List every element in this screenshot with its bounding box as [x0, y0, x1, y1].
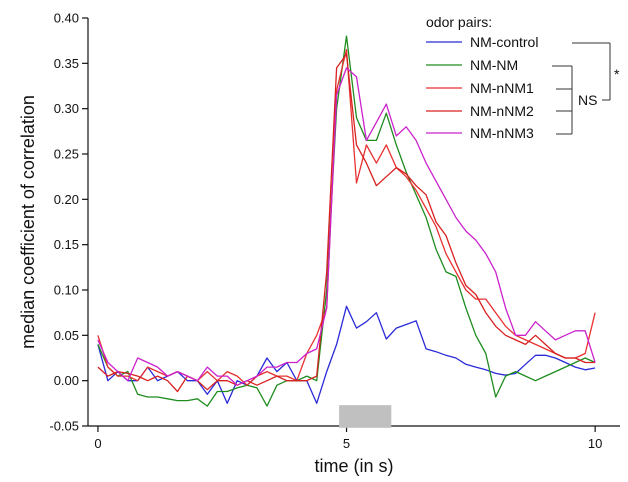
legend-title: odor pairs: — [426, 14, 492, 30]
x-tick-label: 5 — [343, 436, 350, 451]
y-tick-label: 0.10 — [54, 283, 79, 298]
y-tick-label: 0.40 — [54, 11, 79, 26]
y-tick-label: 0.15 — [54, 237, 79, 252]
series-line-nm-nnm3 — [97, 67, 596, 386]
stimulus-bar-group — [339, 405, 392, 428]
legend-entry-nm-nnm3: NM-nNM3 — [470, 125, 534, 141]
x-axis-label: time (in s) — [314, 456, 393, 476]
stimulus-bar — [339, 405, 392, 428]
y-tick-label: 0.05 — [54, 328, 79, 343]
y-tick-label: -0.05 — [49, 419, 79, 434]
significance-star: * — [614, 66, 620, 82]
y-axis-label: median coefficient of correlation — [18, 95, 38, 349]
legend-entry-nm-nm: NM-NM — [470, 57, 518, 73]
series-line-nm-control — [97, 305, 596, 404]
x-tick-label: 10 — [588, 436, 602, 451]
y-tick-label: 0.20 — [54, 192, 79, 207]
series-line-nm-nm — [97, 35, 596, 407]
legend-entry-nm-nnm2: NM-nNM2 — [470, 103, 534, 119]
y-tick-label: 0.00 — [54, 373, 79, 388]
ns-label: NS — [578, 92, 597, 108]
legend-entry-nm-control: NM-control — [470, 34, 538, 50]
axes: -0.05 0.00 0.05 0.10 0.15 0.20 0.25 0.30 0.35 0.4… — [49, 11, 620, 451]
y-tick-label: 0.30 — [54, 101, 79, 116]
legend-entry-nm-nnm1: NM-nNM1 — [470, 80, 534, 96]
series-lines — [97, 35, 596, 407]
series-line-nm-nnm2 — [97, 53, 596, 393]
y-tick-label: 0.35 — [54, 56, 79, 71]
legend: odor pairs: NM-control NM-NM NM-nNM1 NM-nNM2… — [426, 14, 620, 141]
x-tick-label: 0 — [94, 436, 101, 451]
y-tick-label: 0.25 — [54, 147, 79, 162]
